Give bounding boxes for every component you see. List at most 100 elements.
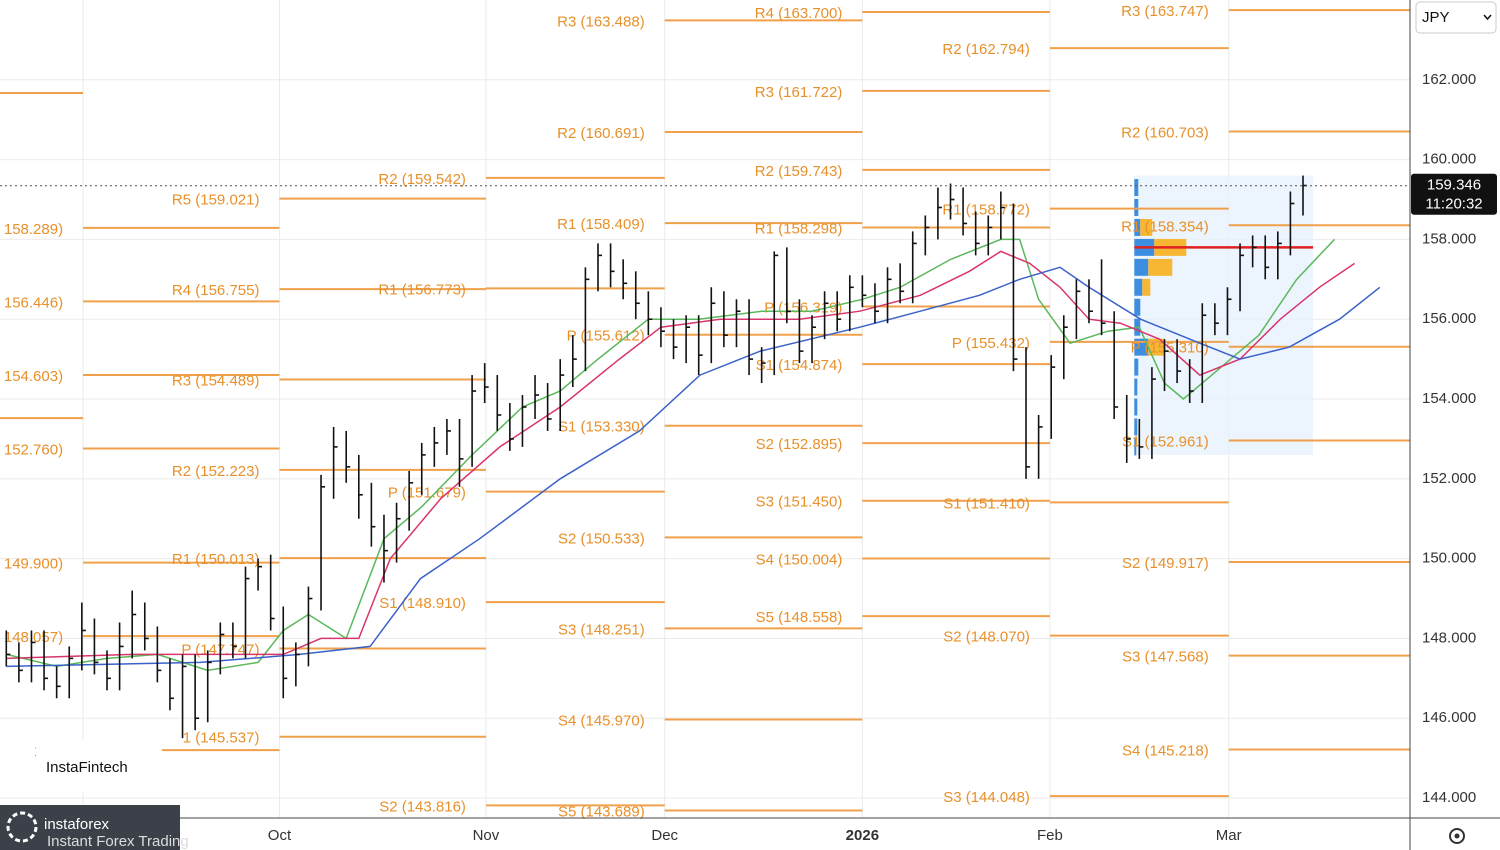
y-tick-label: 154.000 (1422, 390, 1476, 407)
x-tick-label: Oct (268, 827, 292, 844)
pivot-label: S5 (143.689) (558, 803, 645, 820)
pivot-label: R2 (152.223) (172, 463, 260, 480)
pivot-label: S1 (153.330) (558, 419, 645, 436)
volume-buy (1134, 418, 1138, 436)
pivot-label: R1 (158.409) (557, 216, 645, 233)
logo-box (0, 805, 180, 850)
pivot-label: P (155.612) (567, 328, 645, 345)
x-tick-label: 2026 (846, 827, 879, 844)
pivot-label: 1 (145.537) (183, 730, 260, 747)
pivot-label: 152.760) (4, 441, 63, 458)
dropdown-arrow (1483, 14, 1492, 21)
pivot-label: S2 (148.070) (943, 629, 1030, 646)
pivot-label: 156.446) (4, 294, 63, 311)
x-tick-label: Dec (651, 827, 678, 844)
volume-buy (1134, 179, 1139, 197)
y-tick-label: 158.000 (1422, 230, 1476, 247)
pivot-label: R1 (150.013) (172, 551, 260, 568)
pivot-label: S2 (150.533) (558, 530, 645, 547)
volume-buy (1134, 398, 1138, 416)
settings-icon-core (1454, 833, 1460, 839)
last-price-box (1411, 173, 1497, 215)
pivot-label: 154.603) (4, 368, 63, 385)
pivot-label: R2 (159.743) (755, 163, 843, 180)
pivot-label: R2 (162.794) (942, 41, 1030, 58)
x-tick-label: Nov (473, 827, 500, 844)
pivot-label: S3 (148.251) (558, 621, 645, 638)
pivot-label: R2 (159.542) (378, 171, 466, 188)
pivot-label: S4 (145.218) (1122, 742, 1209, 759)
pivot-label: S1 (148.910) (379, 595, 466, 612)
volume-buy (1134, 278, 1143, 296)
y-tick-label: 160.000 (1422, 151, 1476, 168)
pivot-label: R2 (160.691) (557, 125, 645, 142)
pivot-label: S1 (152.961) (1122, 433, 1209, 450)
pivot-label: R3 (163.488) (557, 13, 645, 30)
pivot-label: S3 (151.450) (756, 494, 843, 511)
pivot-label: S1 (151.410) (943, 495, 1030, 512)
pivot-label: S2 (152.895) (756, 436, 843, 453)
symbol-select[interactable] (1415, 1, 1497, 34)
y-tick-label: 150.000 (1422, 550, 1476, 567)
moving-average (6, 266, 1381, 668)
symbol-label: JPY (1422, 9, 1450, 26)
pivot-label: S4 (150.004) (756, 551, 843, 568)
y-tick-label: 148.000 (1422, 629, 1476, 646)
pivot-label: S1 (154.874) (756, 357, 843, 374)
pivot-label: P (151.679) (388, 485, 466, 502)
pivot-label: S4 (145.970) (558, 712, 645, 729)
volume-buy (1134, 298, 1141, 316)
pivot-label: S3 (147.568) (1122, 649, 1209, 666)
axis-bg (0, 819, 1410, 850)
pivot-label: R1 (158.298) (755, 220, 843, 237)
watermark: InstaFintech (46, 759, 128, 776)
volume-profile-range (1134, 175, 1314, 455)
pivot-label: R1 (156.773) (378, 281, 466, 298)
pivot-label: R1 (158.772) (942, 202, 1030, 219)
volume-sell (1148, 258, 1173, 276)
moving-average (6, 238, 1336, 672)
pivot-label: R5 (159.021) (172, 192, 260, 209)
logo-icon (6, 811, 38, 843)
x-tick-label: Mar (1216, 827, 1242, 844)
settings-icon[interactable] (1449, 828, 1465, 844)
y-tick-label: 146.000 (1422, 709, 1476, 726)
y-tick-label: 144.000 (1422, 789, 1476, 806)
pivot-label: P (155.432) (952, 335, 1030, 352)
y-tick-label: 162.000 (1422, 71, 1476, 88)
pivot-label: R4 (156.755) (172, 282, 260, 299)
pivot-label: 149.900) (4, 556, 63, 573)
pivot-label: S5 (148.558) (756, 609, 843, 626)
pivot-label: R3 (161.722) (755, 84, 843, 101)
volume-buy (1134, 438, 1137, 456)
pivot-label: S3 (144.048) (943, 789, 1030, 806)
volume-buy (1134, 358, 1139, 376)
pivot-label: S2 (143.816) (379, 798, 466, 815)
pivot-label: S2 (149.917) (1122, 555, 1209, 572)
logo: instaforex (44, 816, 110, 833)
volume-sell (1148, 338, 1165, 356)
moving-average (6, 250, 1356, 660)
last-price-label: 159.346 (1427, 177, 1481, 194)
volume-buy (1134, 338, 1149, 356)
pivot-label: R3 (163.747) (1121, 3, 1209, 20)
timer-label: 11:20:32 (1425, 196, 1482, 213)
pivot-label: 158.289) (4, 221, 63, 238)
watermark-box (36, 740, 162, 792)
y-tick-label: 156.000 (1422, 310, 1476, 327)
pivot-label: R3 (154.489) (172, 372, 260, 389)
pivot-label: 148.057) (4, 629, 63, 646)
x-tick-label: Feb (1037, 827, 1063, 844)
axis-bg (1411, 0, 1500, 850)
volume-buy (1134, 218, 1141, 236)
pivot-label: R2 (160.703) (1121, 125, 1209, 142)
y-tick-label: 152.000 (1422, 470, 1476, 487)
volume-sell (1140, 218, 1153, 236)
volume-buy (1134, 199, 1139, 216)
volume-buy (1134, 378, 1138, 396)
volume-buy (1134, 258, 1149, 276)
logo-tagline: Instant Forex Trading (47, 833, 189, 850)
pivot-label: R4 (163.700) (755, 5, 843, 22)
volume-sell (1142, 278, 1151, 296)
